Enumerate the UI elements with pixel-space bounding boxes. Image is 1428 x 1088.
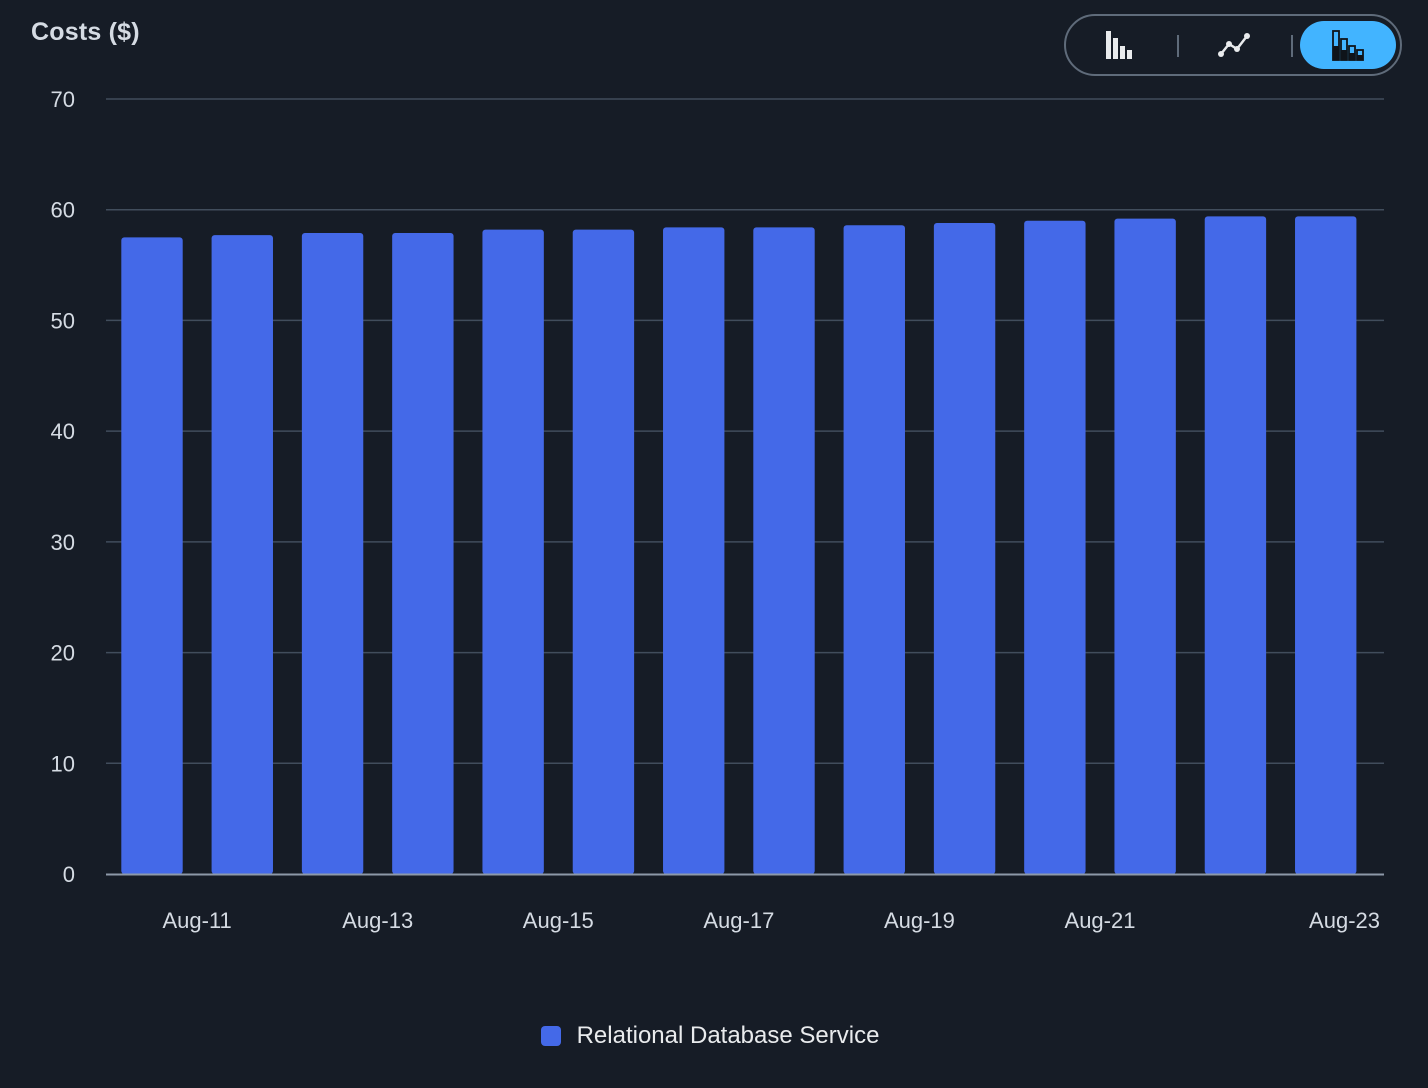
x-tick-label: Aug-17 [703,908,774,933]
y-tick-label: 40 [51,419,75,444]
y-tick-label: 10 [51,751,75,776]
legend-swatch [540,1026,561,1046]
y-tick-label: 60 [51,198,75,223]
chart-title: Costs ($) [31,18,140,46]
bar[interactable] [1024,220,1086,875]
y-tick-label: 0 [63,862,75,887]
bar[interactable] [1114,218,1176,875]
bar[interactable] [482,229,544,875]
toggle-divider [1291,35,1293,57]
bar-chart-icon [1106,31,1132,59]
x-tick-label: Aug-21 [1065,908,1136,933]
bar[interactable] [301,232,364,874]
x-tick-label: Aug-19 [884,908,955,933]
x-tick-label: Aug-13 [342,908,413,933]
chart-type-toggle [1064,14,1402,76]
y-tick-label: 50 [51,308,75,333]
bar[interactable] [933,223,996,874]
bar[interactable] [392,232,454,874]
bar[interactable] [1295,216,1357,874]
bar-chart: 0 10 20 30 40 50 60 70 Aug-11 Aug-13 Aug-15 Aug-17 A… [51,87,1384,933]
bar-chart-button[interactable] [1072,21,1168,69]
bar[interactable] [211,235,273,874]
line-chart-icon [1218,33,1250,57]
legend-label[interactable]: Relational Database Service [576,1022,880,1049]
y-tick-label: 20 [51,641,75,666]
bar[interactable] [843,225,905,874]
bar[interactable] [753,227,815,874]
y-tick-label: 30 [51,530,75,555]
stacked-bar-chart-button[interactable] [1300,21,1396,69]
bar[interactable] [121,237,183,875]
chart-legend: Relational Database Service [0,1022,1428,1050]
x-tick-label: Aug-23 [1309,908,1380,933]
bar[interactable] [663,227,725,874]
toggle-divider [1177,35,1179,57]
x-tick-label: Aug-11 [162,908,231,933]
bar[interactable] [572,229,635,875]
x-tick-label: Aug-15 [523,908,594,933]
y-tick-label: 70 [51,87,75,112]
bar[interactable] [1204,216,1267,874]
stacked-bar-chart-icon [1332,30,1364,61]
line-chart-button[interactable] [1186,21,1282,69]
